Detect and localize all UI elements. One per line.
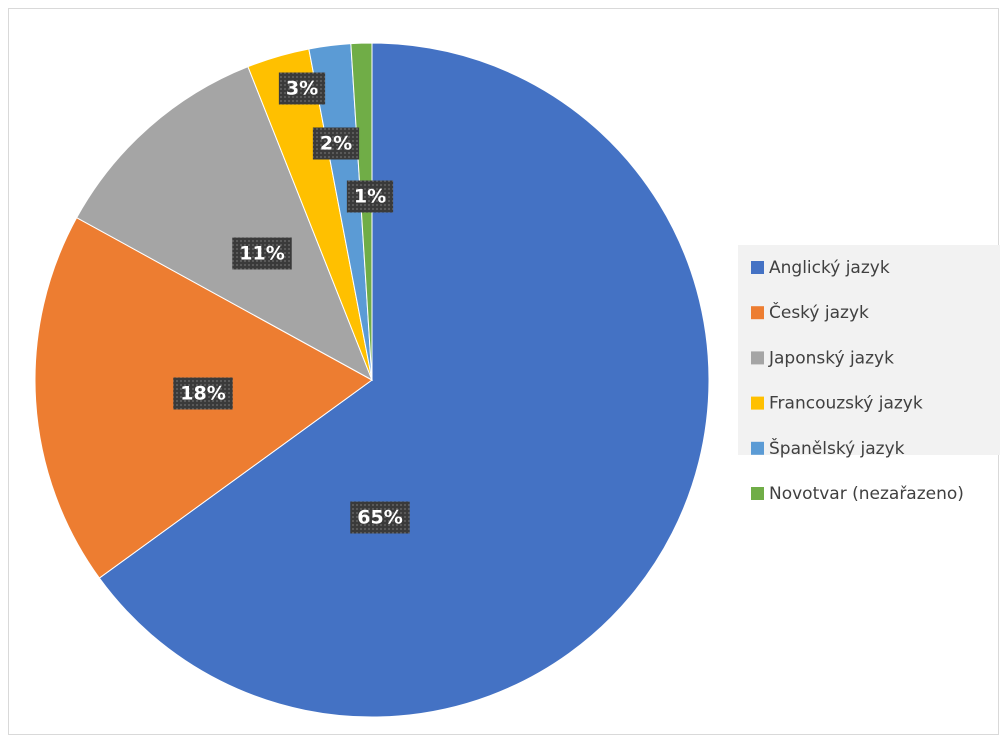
legend-label: Český jazyk xyxy=(769,301,869,323)
data-label: 18% xyxy=(180,383,225,405)
data-label-box xyxy=(173,377,233,410)
pie-slice xyxy=(98,42,710,718)
data-label: 11% xyxy=(239,243,284,265)
pie-slice xyxy=(76,66,373,382)
legend-swatch xyxy=(751,351,764,365)
legend-label: Novotvar (nezařazeno) xyxy=(769,484,964,504)
data-label: 65% xyxy=(357,507,402,529)
legend-box xyxy=(738,245,1000,455)
legend-swatch xyxy=(751,441,764,455)
legend-swatch xyxy=(751,396,764,410)
legend-swatch xyxy=(751,261,764,274)
data-label-box xyxy=(350,501,410,534)
data-label-box xyxy=(312,127,360,160)
legend-swatch xyxy=(751,487,764,500)
data-label: 3% xyxy=(286,78,318,100)
data-label: 1% xyxy=(354,186,386,208)
legend-label: Španělský jazyk xyxy=(769,437,905,459)
legend-label: Anglický jazyk xyxy=(769,258,890,278)
data-label-box xyxy=(232,237,292,270)
data-label-box xyxy=(346,180,394,213)
legend-label: Japonský jazyk xyxy=(768,348,894,368)
legend-swatch xyxy=(751,306,764,320)
data-label-box xyxy=(278,72,326,105)
data-label: 2% xyxy=(320,133,352,155)
legend-label: Francouzský jazyk xyxy=(769,394,923,414)
